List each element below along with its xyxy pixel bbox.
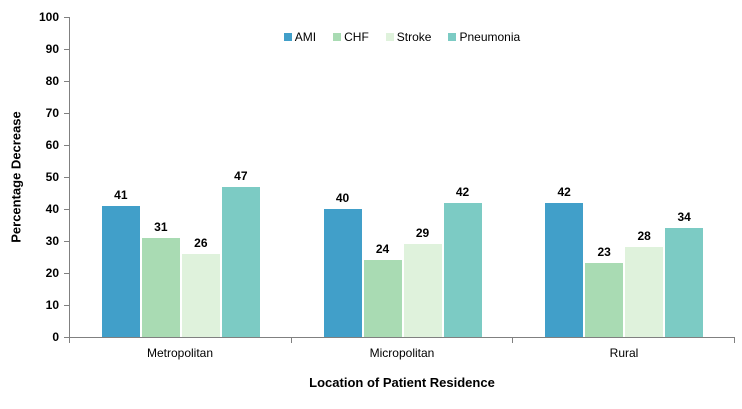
- y-tick-mark: [64, 145, 69, 146]
- x-tick-mark: [290, 338, 292, 343]
- bar-group-micropolitan: 40 24 29 42: [292, 17, 514, 337]
- y-tick-mark: [64, 81, 69, 82]
- y-tick-mark: [64, 337, 69, 338]
- bar-value-label: 47: [234, 168, 248, 183]
- legend-swatch-icon: [333, 33, 342, 41]
- plot-area: 0 10 20 30 40 50 60 70 80 90 100 41 31 26 47 40 24 29 42 4…: [39, 10, 735, 344]
- bar-micropolitan-stroke: 29: [403, 226, 442, 337]
- bar-metropolitan-ami: 41: [101, 188, 140, 337]
- bar-micropolitan-chf: 24: [363, 242, 402, 337]
- legend-swatch-icon: [283, 33, 292, 41]
- legend-swatch-icon: [385, 33, 394, 41]
- bar-value-label: 23: [597, 245, 611, 260]
- x-tick-mark: [512, 338, 514, 343]
- x-tick-mark: [734, 338, 735, 343]
- chart-legend: AMI CHF Stroke Pneumonia: [69, 30, 735, 44]
- bar-group-metropolitan: 41 31 26 47: [70, 17, 292, 337]
- bar-value-label: 24: [375, 242, 390, 257]
- bar-value-label: 28: [637, 229, 651, 244]
- bar-metropolitan-pneumonia: 47: [221, 169, 260, 337]
- legend-item-chf: CHF: [333, 30, 369, 44]
- legend-item-stroke: Stroke: [385, 30, 432, 44]
- x-category-label-micropolitan: Micropolitan: [369, 346, 435, 360]
- y-tick-mark: [64, 241, 69, 242]
- legend-item-ami: AMI: [283, 30, 317, 44]
- y-tick-mark: [64, 17, 69, 18]
- bar-value-label: 41: [114, 187, 128, 202]
- y-tick-label: 90: [45, 42, 59, 56]
- bar-value-label: 42: [455, 184, 470, 199]
- y-tick-label: 60: [45, 138, 59, 152]
- bar-rural-pneumonia: 34: [665, 210, 704, 337]
- bar-rural-stroke: 28: [625, 229, 664, 337]
- bar-value-label: 31: [154, 219, 168, 234]
- y-tick-mark: [64, 209, 69, 210]
- bar-rural-chf: 23: [585, 245, 624, 337]
- y-tick-label: 10: [45, 298, 59, 312]
- bar-micropolitan-ami: 40: [323, 191, 362, 337]
- bar-metropolitan-chf: 31: [141, 220, 180, 337]
- y-tick-mark: [64, 177, 69, 178]
- bar-value-label: 40: [335, 191, 350, 205]
- y-tick-label: 100: [38, 10, 59, 24]
- y-tick-label: 50: [45, 170, 59, 184]
- y-tick-mark: [64, 49, 69, 50]
- bar-group-rural: 42 23 28 34: [513, 17, 735, 337]
- legend-label: Pneumonia: [459, 30, 521, 44]
- bar-metropolitan-stroke: 26: [181, 236, 220, 337]
- bar-micropolitan-pneumonia: 42: [443, 185, 482, 337]
- y-tick-label: 70: [45, 106, 59, 120]
- bar-value-label: 42: [557, 184, 571, 199]
- y-tick-mark: [64, 305, 69, 306]
- bar-value-label: 29: [415, 226, 430, 241]
- y-tick-label: 80: [45, 74, 59, 88]
- y-tick-label: 0: [52, 330, 59, 344]
- x-category-label-metropolitan: Metropolitan: [146, 346, 214, 360]
- y-tick-label: 40: [45, 202, 59, 216]
- x-category-label-rural: Rural: [609, 346, 639, 360]
- legend-label: AMI: [294, 30, 317, 44]
- bar-value-label: 34: [677, 210, 691, 225]
- legend-swatch-icon: [448, 33, 457, 41]
- x-axis-title: Location of Patient Residence: [309, 375, 495, 390]
- y-tick-mark: [64, 113, 69, 114]
- x-axis-category-labels: Metropolitan Micropolitan Rural: [69, 346, 735, 360]
- y-tick-label: 30: [45, 234, 59, 248]
- legend-label: Stroke: [396, 30, 432, 44]
- y-tick-mark: [64, 273, 69, 274]
- y-axis-title: Percentage Decrease: [8, 111, 24, 243]
- y-tick-label: 20: [45, 266, 59, 280]
- legend-label: CHF: [344, 30, 369, 44]
- bar-rural-ami: 42: [545, 185, 584, 337]
- bar-value-label: 26: [194, 235, 208, 250]
- bar-groups: 41 31 26 47 40 24 29 42 42 23 28 34: [70, 17, 735, 337]
- legend-item-pneumonia: Pneumonia: [448, 30, 520, 44]
- x-tick-mark: [69, 338, 70, 343]
